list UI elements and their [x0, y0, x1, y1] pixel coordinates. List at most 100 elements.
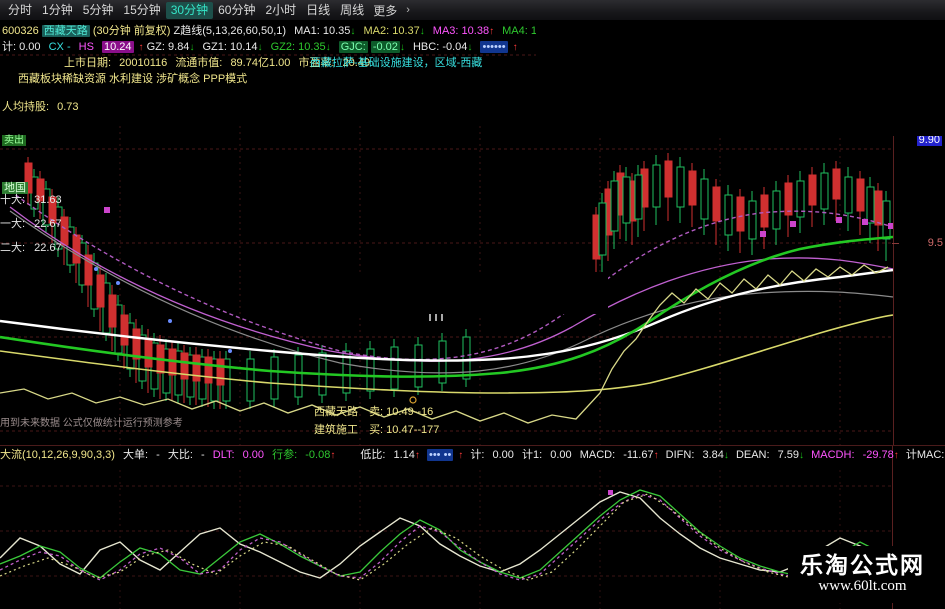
- ma3-line: [9, 206, 894, 362]
- period-tab-2hour[interactable]: 2小时: [265, 2, 297, 17]
- gz1-value: 10.14: [230, 41, 258, 53]
- indicator-chart-pane[interactable]: 大流(10,12,26,9,90,3,3) 大单: - 大比: - DLT: 0…: [0, 445, 945, 609]
- period-tab-weekly[interactable]: 周线: [340, 2, 365, 17]
- macd-label: MACD:: [579, 449, 616, 461]
- chevron-right-icon[interactable]: ›: [406, 4, 410, 16]
- obscured-tag: ••••••: [480, 41, 508, 53]
- ma3-label: MA3:: [432, 25, 459, 37]
- gz1-arrow-down-icon: ↓: [257, 42, 263, 53]
- listing-date-value: 20010116: [119, 57, 168, 69]
- indicator-chart-canvas: [0, 470, 894, 609]
- watermark-url: www.60lt.com: [818, 578, 907, 594]
- indicator-obscured-tag: ••• ••: [426, 449, 454, 461]
- stock-name: 西藏天路: [41, 25, 90, 37]
- dabi-value: -: [201, 449, 205, 461]
- dean-value: 7.59: [777, 449, 800, 461]
- redaction-center: [312, 272, 608, 314]
- lower-indicator-line: [0, 264, 889, 424]
- macdh-label: MACDH:: [811, 449, 855, 461]
- xingcan-label: 行参:: [272, 449, 298, 461]
- ma3-value: 10.38: [461, 25, 490, 37]
- obscured-arrow-up-icon: ↑: [512, 42, 518, 53]
- period-tab-fenshi[interactable]: 分时: [8, 2, 33, 17]
- disclaimer-note: 用到未来数据 公式仅做统计运行预测参考: [0, 418, 183, 429]
- macd-value: -11.67: [623, 449, 654, 461]
- indicator-formula: Z趋线(5,13,26,60,50,1): [173, 25, 287, 37]
- gz2-value: 10.35: [298, 41, 326, 53]
- center-marker: [409, 396, 417, 404]
- stock-code: 600326: [2, 25, 39, 37]
- gz-label: GZ:: [146, 41, 165, 53]
- chart-note-sell: 西藏天路 卖: 10.49--16: [314, 403, 433, 419]
- hs-value: 10.24: [102, 41, 134, 53]
- hbc-value: -0.04: [442, 41, 468, 53]
- gz2-label: GZ2:: [270, 41, 296, 53]
- ma1-value: 10.35: [322, 25, 351, 37]
- chart-note-buy-value: 买: 10.47--177: [369, 424, 440, 436]
- gjc-group: GJC: -0.02 ↓: [338, 41, 405, 53]
- aux-dots: [94, 267, 232, 353]
- redaction-top-right: [536, 0, 945, 136]
- period-note: (30分钟 前复权): [92, 25, 171, 37]
- header-secondary-row: 计: 0.00 CX - HS 10.24 ↑ GZ: 9.84↓ GZ1: 10…: [2, 40, 518, 55]
- indicator-header-row: 大流(10,12,26,9,90,3,3) 大单: - 大比: - DLT: 0…: [0, 448, 945, 463]
- gz-group: GZ: 9.84↓: [147, 41, 195, 53]
- ind-line-magenta: [0, 493, 894, 581]
- period-toolbar[interactable]: 分时 1分钟 5分钟 15分钟 30分钟 60分钟 2小时 日线 周线 更多 ›: [0, 0, 945, 21]
- period-tab-5min[interactable]: 5分钟: [82, 2, 114, 17]
- difn-label: DIFN:: [665, 449, 695, 461]
- ma1-label: MA1:: [294, 25, 320, 37]
- dadan-value: -: [156, 449, 160, 461]
- ma6-line: [0, 314, 894, 394]
- ma2-group: MA2: 10.37↓: [363, 25, 424, 37]
- hs-label: HS: [78, 41, 94, 53]
- avg-holding-value: 0.73: [57, 101, 79, 113]
- top10-label: 十大:: [0, 194, 26, 206]
- ma1-arrow-down-icon: ↓: [350, 26, 356, 37]
- hs-arrow-up-icon: ↑: [138, 42, 144, 53]
- macd-arrow-up-icon: ↑: [653, 450, 659, 461]
- gz1-group: GZ1: 10.14↓: [203, 41, 263, 53]
- gjc-label: GJC:: [338, 41, 368, 53]
- first-large-value: 22.67: [34, 218, 62, 230]
- indicator-obscured-arrow-icon: ↑: [458, 450, 464, 461]
- dabi-label: 大比:: [167, 449, 193, 461]
- ma3-arrow-up-icon: ↑: [489, 26, 495, 37]
- cx-label: CX -: [48, 41, 71, 53]
- ji-ind-value: 0.00: [492, 449, 514, 461]
- xingcan-value: -0.08: [305, 449, 331, 461]
- indicator-formula-title: 大流(10,12,26,9,90,3,3): [0, 449, 115, 461]
- period-tab-30min[interactable]: 30分钟: [165, 1, 214, 19]
- pe-label: 市盈率:: [298, 57, 335, 69]
- difn-value: 3.84: [702, 449, 724, 461]
- xingcan-arrow-up-icon: ↑: [330, 450, 336, 461]
- gz-value: 9.84: [168, 41, 190, 53]
- watermark: 乐淘公式网 www.60lt.com: [788, 546, 937, 603]
- period-tab-15min[interactable]: 15分钟: [123, 2, 161, 17]
- period-more-button[interactable]: 更多: [373, 3, 398, 18]
- listing-date-label: 上市日期:: [64, 57, 112, 69]
- ma4-label: MA4:: [502, 25, 528, 37]
- ma1-group: MA1: 10.35↓: [294, 25, 355, 37]
- price-chart-canvas: [0, 54, 894, 445]
- candlestick-series: [24, 153, 891, 409]
- period-tab-1min[interactable]: 1分钟: [42, 2, 73, 17]
- dibi-label: 低比:: [360, 449, 386, 461]
- band-gray: [9, 210, 894, 374]
- float-cap-label: 流通市值:: [175, 57, 223, 69]
- period-tab-daily[interactable]: 日线: [306, 2, 331, 17]
- watermark-title: 乐淘公式网: [800, 552, 925, 578]
- macdh-arrow-up-icon: ↑: [893, 450, 899, 461]
- top10-row: 十大: 31.63: [0, 191, 62, 207]
- period-tab-60min[interactable]: 60分钟: [218, 2, 256, 17]
- pe-value: 20.49: [342, 57, 371, 69]
- difn-arrow-down-icon: ↓: [723, 450, 729, 461]
- dean-label: DEAN:: [735, 449, 770, 461]
- ind-marker: [608, 490, 613, 495]
- gjc-value: -0.02: [370, 41, 400, 53]
- ji-ind-label: 计:: [470, 449, 485, 461]
- ma4-line: [0, 235, 894, 378]
- gz1-label: GZ1:: [202, 41, 227, 53]
- dlt-label: DLT:: [212, 449, 235, 461]
